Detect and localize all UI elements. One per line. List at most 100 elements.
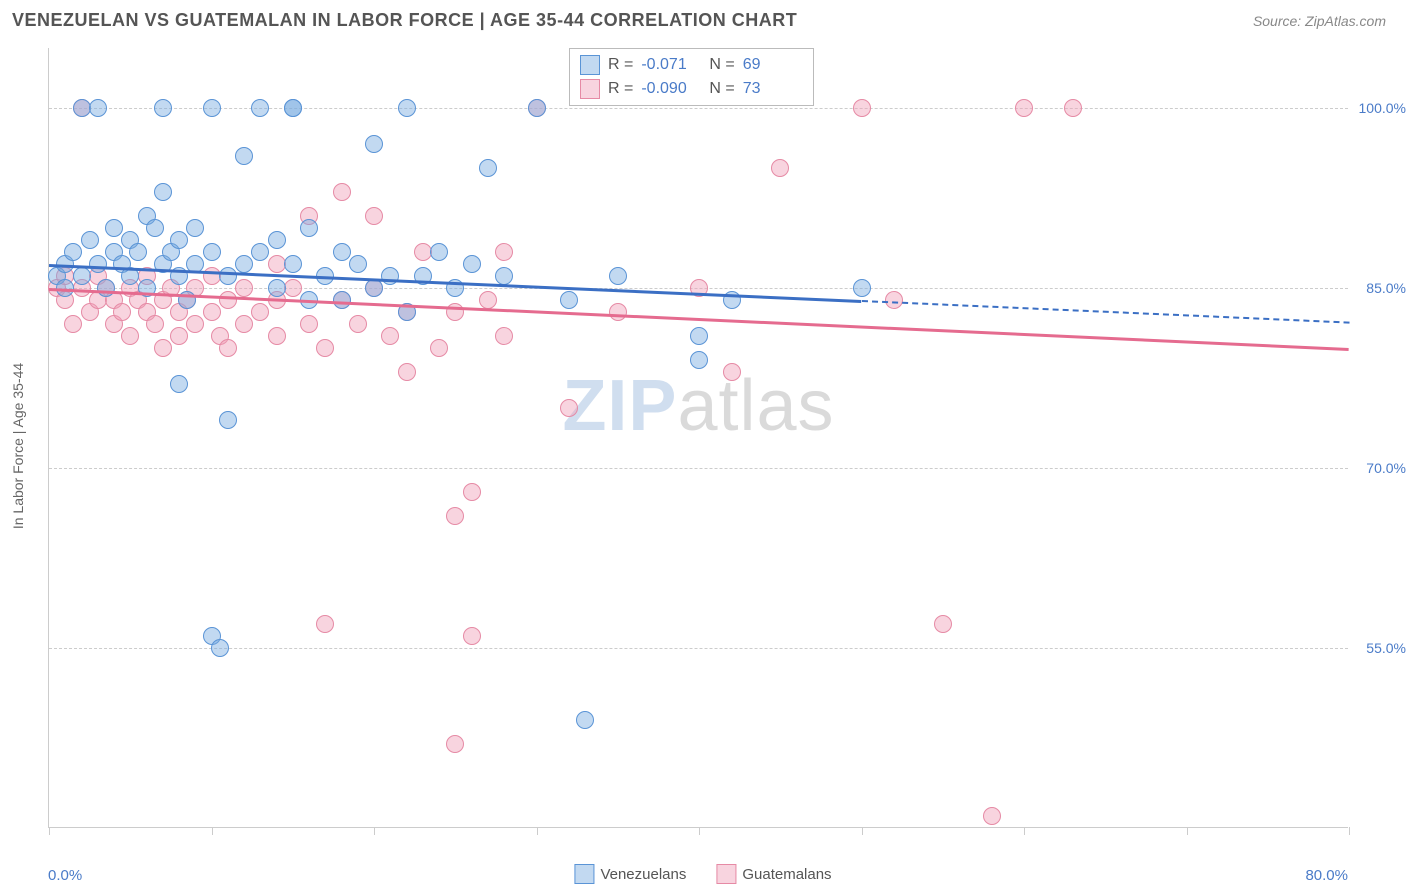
swatch-b	[580, 79, 600, 99]
data-point	[430, 339, 448, 357]
x-tick	[49, 827, 50, 835]
data-point	[235, 315, 253, 333]
data-point	[690, 351, 708, 369]
x-tick	[862, 827, 863, 835]
data-point	[113, 303, 131, 321]
data-point	[365, 207, 383, 225]
data-point	[398, 99, 416, 117]
data-point	[528, 99, 546, 117]
legend-swatch-a	[574, 864, 594, 884]
y-tick-label: 85.0%	[1366, 280, 1406, 296]
data-point	[211, 639, 229, 657]
watermark-zip: ZIP	[562, 366, 677, 446]
data-point	[853, 99, 871, 117]
x-tick	[537, 827, 538, 835]
data-point	[284, 255, 302, 273]
data-point	[251, 243, 269, 261]
data-point	[446, 507, 464, 525]
x-tick	[212, 827, 213, 835]
data-point	[121, 327, 139, 345]
data-point	[495, 327, 513, 345]
r-value-a: -0.071	[641, 56, 701, 74]
data-point	[560, 399, 578, 417]
data-point	[170, 231, 188, 249]
data-point	[446, 735, 464, 753]
x-tick	[374, 827, 375, 835]
data-point	[430, 243, 448, 261]
data-point	[316, 339, 334, 357]
gridline	[49, 468, 1348, 469]
data-point	[89, 99, 107, 117]
y-tick-label: 100.0%	[1359, 100, 1406, 116]
data-point	[146, 219, 164, 237]
data-point	[186, 315, 204, 333]
legend-swatch-b	[716, 864, 736, 884]
data-point	[609, 267, 627, 285]
r-value-b: -0.090	[641, 80, 701, 98]
legend-item-b: Guatemalans	[716, 864, 831, 884]
x-tick	[1024, 827, 1025, 835]
n-value-b: 73	[743, 80, 803, 98]
data-point	[463, 255, 481, 273]
data-point	[268, 327, 286, 345]
watermark: ZIPatlas	[562, 365, 834, 447]
x-axis-max-label: 80.0%	[1305, 867, 1348, 884]
data-point	[251, 303, 269, 321]
data-point	[365, 135, 383, 153]
data-point	[154, 183, 172, 201]
data-point	[170, 327, 188, 345]
data-point	[268, 231, 286, 249]
data-point	[983, 807, 1001, 825]
data-point	[463, 483, 481, 501]
data-point	[381, 327, 399, 345]
data-point	[146, 315, 164, 333]
data-point	[333, 183, 351, 201]
data-point	[479, 291, 497, 309]
data-point	[186, 219, 204, 237]
n-value-a: 69	[743, 56, 803, 74]
stats-legend: R = -0.071 N = 69 R = -0.090 N = 73	[569, 48, 814, 106]
data-point	[934, 615, 952, 633]
data-point	[154, 339, 172, 357]
data-point	[771, 159, 789, 177]
legend-item-a: Venezuelans	[574, 864, 686, 884]
data-point	[479, 159, 497, 177]
data-point	[81, 231, 99, 249]
data-point	[576, 711, 594, 729]
data-point	[268, 279, 286, 297]
data-point	[690, 327, 708, 345]
data-point	[349, 255, 367, 273]
data-point	[219, 267, 237, 285]
data-point	[251, 99, 269, 117]
data-point	[398, 363, 416, 381]
data-point	[495, 267, 513, 285]
data-point	[89, 255, 107, 273]
data-point	[560, 291, 578, 309]
data-point	[235, 147, 253, 165]
r-label-b: R =	[608, 80, 633, 98]
y-tick-label: 70.0%	[1366, 460, 1406, 476]
data-point	[64, 243, 82, 261]
chart-plot-area: ZIPatlas R = -0.071 N = 69 R = -0.090 N …	[48, 48, 1348, 828]
x-axis-min-label: 0.0%	[48, 867, 82, 884]
gridline	[49, 108, 1348, 109]
chart-title: VENEZUELAN VS GUATEMALAN IN LABOR FORCE …	[12, 10, 797, 31]
data-point	[333, 243, 351, 261]
data-point	[129, 243, 147, 261]
data-point	[1064, 99, 1082, 117]
data-point	[73, 267, 91, 285]
x-tick	[1187, 827, 1188, 835]
data-point	[219, 411, 237, 429]
n-label-b: N =	[709, 80, 734, 98]
data-point	[203, 99, 221, 117]
data-point	[170, 375, 188, 393]
data-point	[203, 303, 221, 321]
data-point	[463, 627, 481, 645]
data-point	[105, 219, 123, 237]
data-point	[609, 303, 627, 321]
data-point	[1015, 99, 1033, 117]
gridline	[49, 648, 1348, 649]
legend-label-a: Venezuelans	[600, 866, 686, 883]
source-label: Source: ZipAtlas.com	[1253, 13, 1386, 29]
x-tick	[699, 827, 700, 835]
